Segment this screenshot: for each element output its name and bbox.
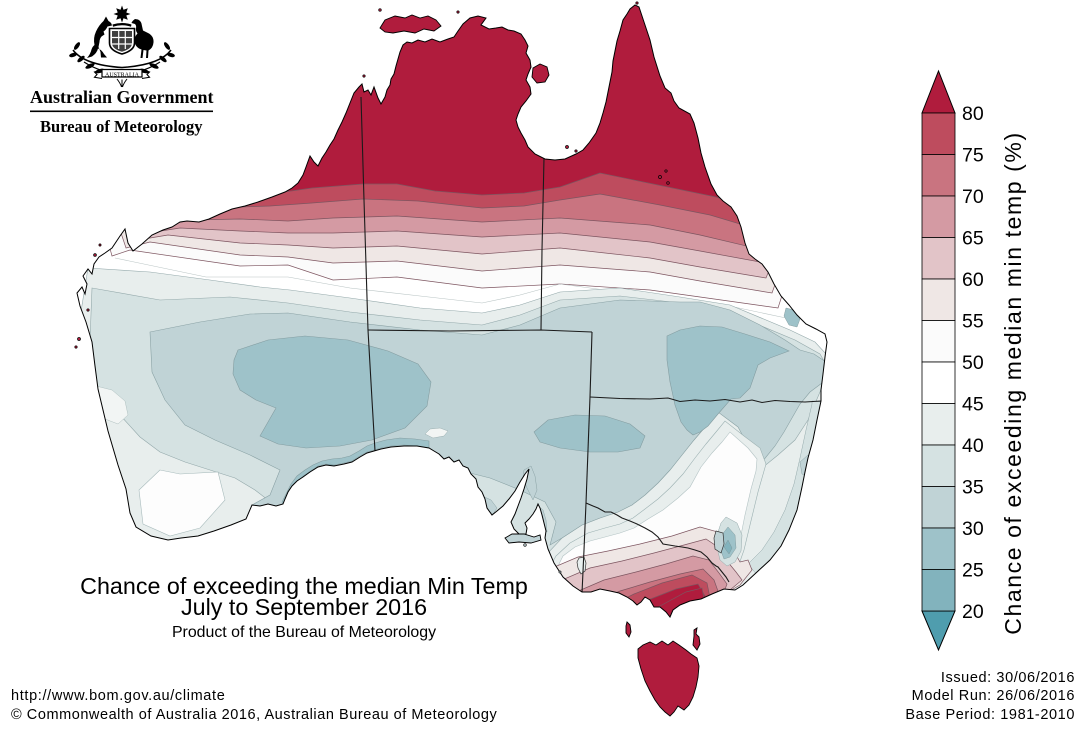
svg-text:70: 70	[962, 186, 984, 208]
svg-text:Product of the Bureau of Meteo: Product of the Bureau of Meteorology	[172, 624, 436, 641]
svg-text:35: 35	[962, 477, 984, 499]
svg-text:20: 20	[962, 601, 984, 623]
svg-text:55: 55	[962, 311, 984, 333]
svg-text:Issued: 30/06/2016: Issued: 30/06/2016	[941, 670, 1075, 686]
svg-text:http://www.bom.gov.au/climate: http://www.bom.gov.au/climate	[11, 688, 225, 704]
svg-text:Base Period: 1981-2010: Base Period: 1981-2010	[905, 707, 1075, 723]
svg-text:50: 50	[962, 352, 984, 374]
svg-text:Australian Government: Australian Government	[30, 87, 214, 107]
svg-text:25: 25	[962, 560, 984, 582]
svg-text:Chance of exceeding the median: Chance of exceeding the median Min Temp	[80, 573, 528, 599]
svg-text:July to September 2016: July to September 2016	[181, 594, 427, 620]
svg-text:AUSTRALIA: AUSTRALIA	[105, 72, 140, 78]
svg-text:© Commonwealth of Australia 20: © Commonwealth of Australia 2016, Austra…	[11, 707, 497, 723]
svg-text:80: 80	[962, 103, 984, 125]
svg-text:Model Run: 26/06/2016: Model Run: 26/06/2016	[912, 688, 1075, 704]
svg-text:Chance of exceeding median min: Chance of exceeding median min temp (%)	[1000, 131, 1026, 634]
svg-text:40: 40	[962, 435, 984, 457]
svg-text:45: 45	[962, 394, 984, 416]
svg-text:75: 75	[962, 145, 984, 167]
svg-text:65: 65	[962, 228, 984, 250]
svg-text:30: 30	[962, 518, 984, 540]
svg-text:Bureau of Meteorology: Bureau of Meteorology	[40, 117, 203, 136]
svg-text:60: 60	[962, 269, 984, 291]
